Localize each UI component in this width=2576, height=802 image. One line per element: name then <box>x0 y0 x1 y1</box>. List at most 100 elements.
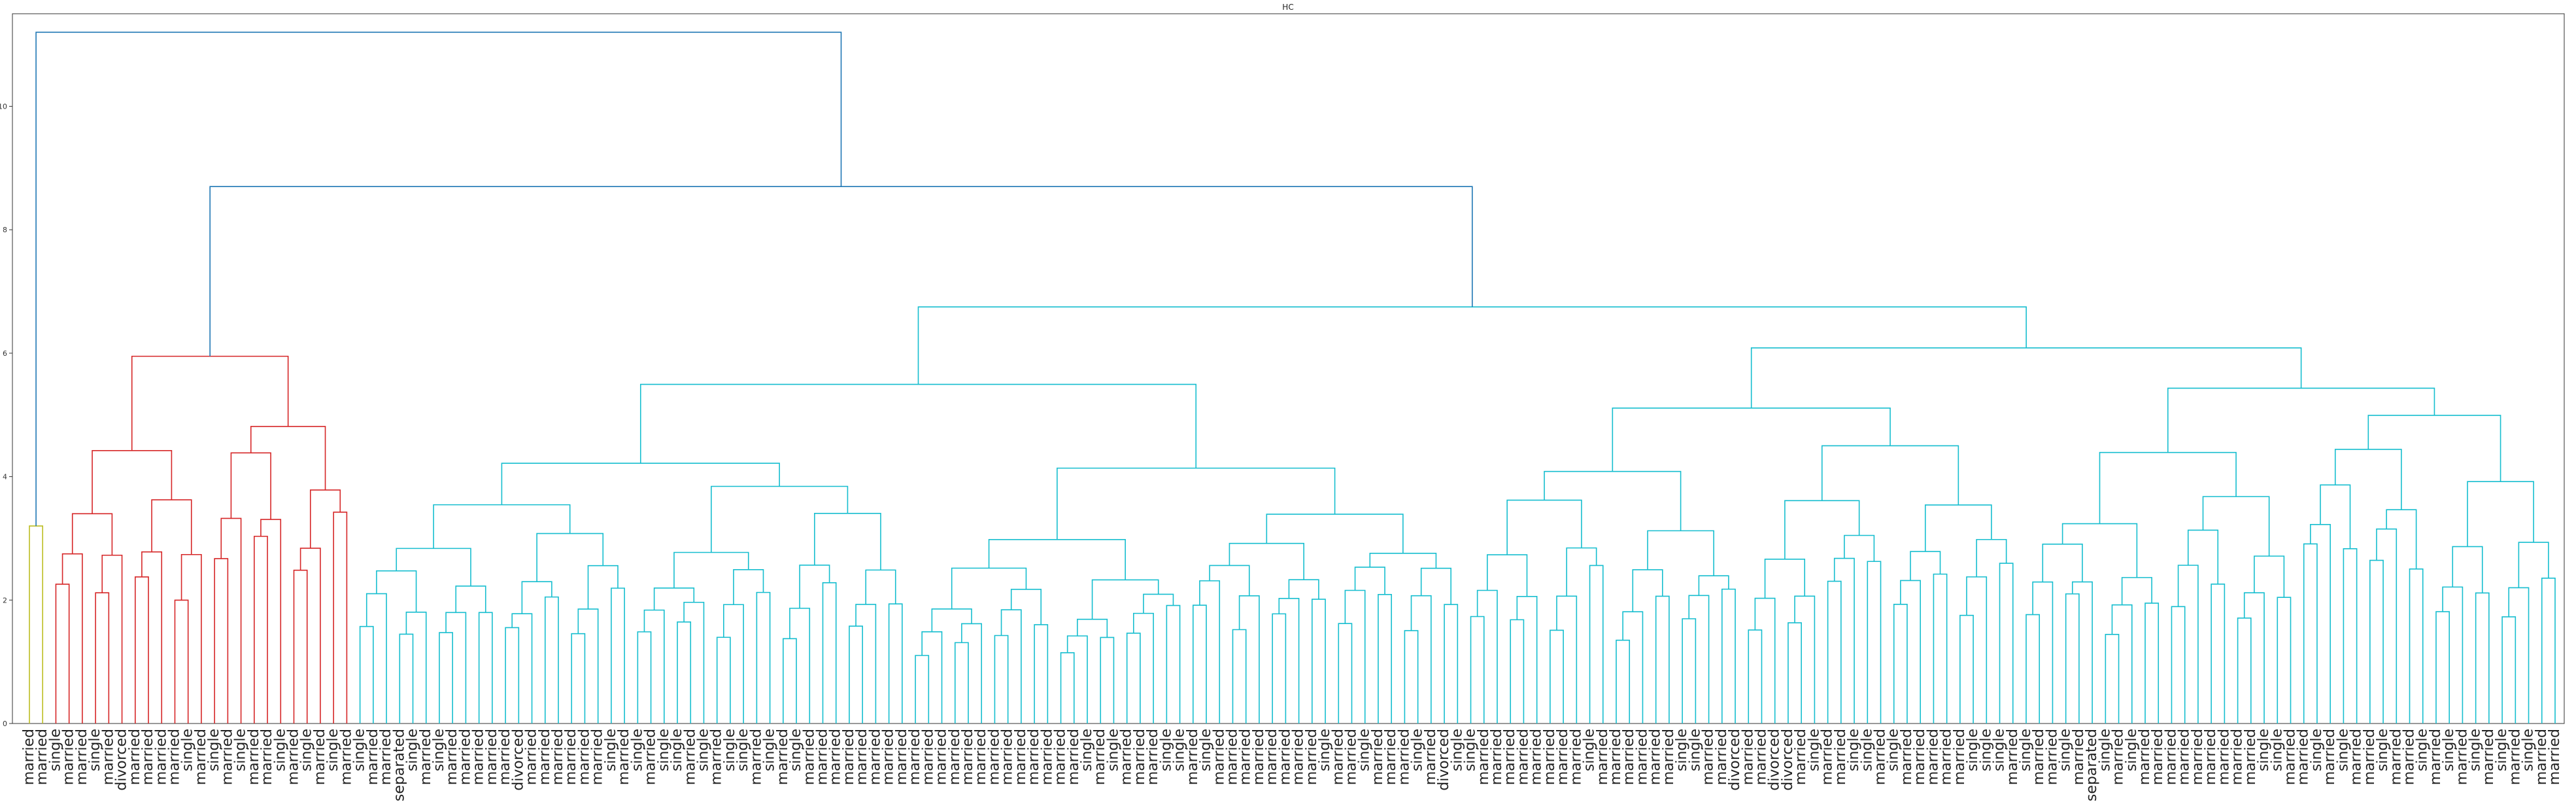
dendrogram-link <box>151 499 192 555</box>
leaf-label: married <box>2005 729 2021 785</box>
leaf-label: single <box>272 729 288 771</box>
dendrogram-link <box>611 587 625 724</box>
leaf-label: divorced <box>510 729 526 791</box>
dendrogram-link <box>1057 467 1336 540</box>
leaf-label: married <box>166 729 182 785</box>
leaf-label: married <box>471 729 487 785</box>
leaf-label: single <box>180 729 196 771</box>
leaf-label: married <box>1502 729 1518 785</box>
dendrogram-link <box>455 585 486 613</box>
dendrogram-link <box>2343 548 2358 724</box>
dendrogram-link <box>2025 614 2041 724</box>
dendrogram-link <box>1900 580 1921 724</box>
dendrogram-link <box>2121 577 2152 605</box>
y-tick-label: 0 <box>3 720 7 728</box>
dendrogram-link <box>1754 597 1776 724</box>
dendrogram-link <box>2167 387 2435 453</box>
leaf-label: married <box>1648 729 1664 785</box>
leaf-label: single <box>325 729 341 771</box>
leaf-label: married <box>1370 729 1386 785</box>
leaf-label: divorced <box>1436 729 1452 791</box>
dendrogram-link <box>1821 445 1959 505</box>
leaf-label: married <box>1383 729 1399 785</box>
dendrogram-link <box>2202 496 2270 557</box>
leaf-label: married <box>1013 729 1029 785</box>
leaf-label: married <box>960 729 976 785</box>
dendrogram-link <box>1238 595 1260 724</box>
dendrogram-link <box>1622 611 1644 724</box>
leaf-label: married <box>2243 729 2259 785</box>
dendrogram-link <box>1788 622 1802 724</box>
dendrogram-link <box>1655 595 1670 724</box>
leaf-label: married <box>127 729 143 785</box>
dendrogram-link <box>1470 616 1485 724</box>
dendrogram-link <box>643 609 665 724</box>
dendrogram-link <box>1010 589 1042 625</box>
dendrogram-link <box>799 565 830 608</box>
plot-frame <box>12 13 2565 724</box>
dendrogram-link <box>2467 481 2534 547</box>
leaf-label: married <box>934 729 950 785</box>
leaf-label: married <box>854 729 870 785</box>
dendrogram-link <box>2501 616 2517 724</box>
leaf-label: married <box>2282 729 2298 785</box>
leaf-label: married <box>524 729 540 785</box>
dendrogram-link <box>95 592 110 724</box>
leaf-label: married <box>841 729 857 785</box>
leaf-label: married <box>1000 729 1016 785</box>
dendrogram-link <box>2277 597 2292 724</box>
leaf-label: married <box>1026 729 1042 785</box>
dendrogram-link <box>1476 589 1498 724</box>
dendrogram-link <box>1910 551 1941 581</box>
dendrogram-link <box>1143 593 1174 614</box>
dendrogram-link <box>1100 636 1115 724</box>
dendrogram-link <box>1288 579 1319 600</box>
leaf-label: married <box>2110 729 2127 785</box>
dendrogram-links <box>29 31 2556 724</box>
dendrogram-link <box>917 306 2027 385</box>
dendrogram-link <box>2177 565 2199 724</box>
leaf-label: single <box>2124 729 2140 771</box>
leaf-label: single <box>1965 729 1981 771</box>
dendrogram-link <box>1369 552 1437 568</box>
leaf-label: married <box>801 729 817 785</box>
leaf-label: married <box>2296 729 2312 785</box>
leaf-label: single <box>352 729 368 771</box>
leaf-label: single <box>1410 729 1426 771</box>
y-tick-label: 2 <box>3 596 7 604</box>
dendrogram-link <box>1566 547 1597 597</box>
leaf-label: single <box>2256 729 2272 771</box>
leaf-label: married <box>1740 729 1756 785</box>
dendrogram-link <box>2442 586 2464 724</box>
dendrogram-link <box>544 596 559 724</box>
leaf-label: married <box>1304 729 1320 785</box>
dendrogram-link <box>1077 618 1108 638</box>
dendrogram-link <box>180 553 202 724</box>
leaf-label: married <box>2348 729 2365 785</box>
dendrogram-link <box>396 548 471 586</box>
leaf-label: single <box>2467 729 2484 771</box>
leaf-label: married <box>193 729 209 785</box>
dendrogram-link <box>511 613 533 724</box>
leaf-label: single <box>722 729 738 771</box>
leaf-label: married <box>1291 729 1307 785</box>
leaf-label: married <box>153 729 169 785</box>
leaf-label: married <box>1476 729 1492 785</box>
y-tick-label: 10 <box>0 103 7 111</box>
dendrogram-link <box>673 551 749 588</box>
leaf-label: married <box>1833 729 1849 785</box>
leaf-label: married <box>312 729 328 785</box>
dendrogram-link <box>214 558 229 724</box>
dendrogram-link <box>1966 576 1988 724</box>
dendrogram-link <box>92 450 173 514</box>
leaf-label: married <box>1661 729 1677 785</box>
leaf-label: married <box>1238 729 1254 785</box>
leaf-label: married <box>484 729 500 785</box>
dendrogram-link <box>1487 554 1528 597</box>
dendrogram-link <box>2099 451 2237 524</box>
leaf-label: single <box>2335 729 2351 771</box>
leaf-label: married <box>2190 729 2206 785</box>
leaf-label: divorced <box>114 729 130 791</box>
leaf-label: married <box>590 729 606 785</box>
leaf-label: single <box>735 729 751 771</box>
